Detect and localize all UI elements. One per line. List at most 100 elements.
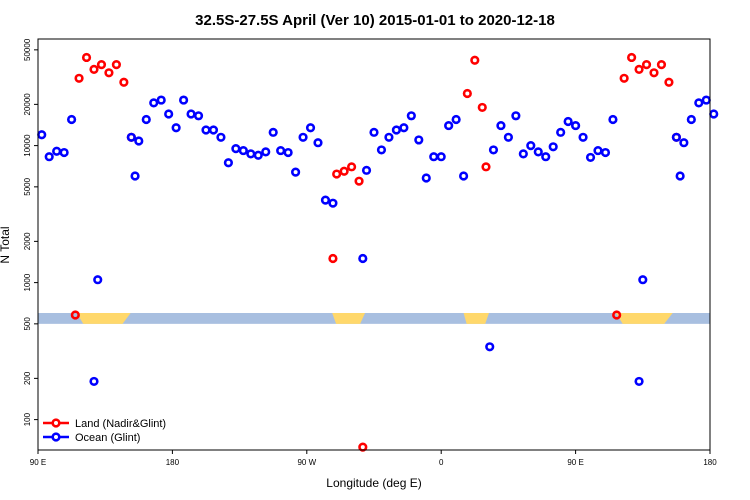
ocean-point xyxy=(164,109,174,119)
land-point xyxy=(339,166,349,176)
ocean-point xyxy=(171,123,181,133)
ocean-point xyxy=(671,132,682,142)
legend-land-label: Land (Nadir&Glint) xyxy=(75,418,166,430)
ocean-point xyxy=(384,132,394,142)
x-axis-label: Longitude (deg E) xyxy=(326,476,421,490)
map-strip-land xyxy=(332,313,366,324)
ocean-point xyxy=(533,147,543,157)
ocean-point xyxy=(701,95,711,105)
ocean-point xyxy=(231,144,241,154)
land-point xyxy=(664,77,674,87)
ocean-point xyxy=(600,147,611,158)
land-point xyxy=(347,162,357,172)
plot-area xyxy=(37,52,719,452)
y-axis-label: N Total xyxy=(0,226,12,263)
ocean-point xyxy=(421,173,431,183)
ocean-point xyxy=(548,142,558,152)
y-tick-label: 10000 xyxy=(23,134,32,157)
land-point xyxy=(612,310,622,320)
ocean-point xyxy=(276,145,286,156)
chart-title: 32.5S-27.5S April (Ver 10) 2015-01-01 to… xyxy=(195,12,555,29)
land-point xyxy=(89,64,99,74)
ocean-point xyxy=(261,147,271,157)
ocean-point xyxy=(238,145,248,156)
y-tick-label: 50000 xyxy=(23,38,32,61)
ocean-point xyxy=(709,109,719,119)
ocean-point xyxy=(675,171,685,181)
land-point xyxy=(332,169,342,179)
plot-frame xyxy=(37,38,711,451)
ocean-point xyxy=(179,95,189,105)
ocean-point xyxy=(44,152,54,162)
land-point xyxy=(649,68,659,78)
land-point xyxy=(104,68,114,78)
ocean-point xyxy=(37,130,47,140)
ocean-point xyxy=(291,167,301,177)
land-point xyxy=(74,73,84,83)
ocean-point xyxy=(320,195,331,205)
ocean-point xyxy=(511,111,521,121)
ocean-point xyxy=(556,127,566,137)
ocean-point xyxy=(313,138,323,148)
ocean-point xyxy=(361,165,372,175)
map-strip-land xyxy=(463,313,489,324)
ocean-point xyxy=(391,125,402,135)
ocean-point xyxy=(429,152,439,162)
ocean-point xyxy=(485,342,495,352)
ocean-point xyxy=(268,127,278,137)
ocean-point xyxy=(298,132,308,142)
y-tick-label: 100 xyxy=(23,412,32,426)
ocean-point xyxy=(59,147,69,158)
ocean-point xyxy=(52,146,62,156)
ocean-point xyxy=(208,125,219,135)
ocean-point xyxy=(399,123,409,133)
land-point xyxy=(470,55,480,65)
ocean-point xyxy=(156,95,166,105)
ocean-point xyxy=(93,275,103,285)
axes: 90 E 180 90 W 0 90 E 180 100 200 500 1000 2000 5000… xyxy=(23,38,717,467)
y-tick-label: 1000 xyxy=(23,273,32,291)
ocean-point xyxy=(223,158,233,168)
ocean-point xyxy=(638,275,648,285)
ocean-point xyxy=(503,132,514,142)
map-strip-ocean xyxy=(38,313,710,324)
ocean-point xyxy=(149,98,159,108)
ocean-point xyxy=(246,149,256,159)
land-point xyxy=(481,162,491,172)
ocean-point xyxy=(305,123,316,133)
ocean-point xyxy=(141,114,151,125)
ocean-point xyxy=(126,132,136,142)
ocean-point xyxy=(570,120,581,131)
legend: Land (Nadir&Glint) Ocean (Glint) xyxy=(43,418,166,444)
ocean-point xyxy=(634,376,644,387)
map-strip-land xyxy=(615,313,673,324)
ocean-point xyxy=(541,152,551,162)
ocean-point xyxy=(376,145,387,155)
land-point xyxy=(462,88,472,99)
ocean-point xyxy=(193,111,204,121)
ocean-point xyxy=(201,125,211,135)
ocean-point xyxy=(186,109,196,119)
y-tick-label: 500 xyxy=(23,317,32,331)
ocean-point xyxy=(518,149,528,159)
ocean-point xyxy=(436,152,446,162)
land-point xyxy=(81,52,92,63)
ocean-point xyxy=(488,145,499,155)
y-tick-label: 2000 xyxy=(23,232,32,250)
land-point xyxy=(656,60,667,70)
land-point xyxy=(634,64,644,74)
ocean-point xyxy=(130,171,140,181)
x-tick-label: 90 W xyxy=(297,458,316,467)
ocean-point xyxy=(593,145,603,156)
land-point xyxy=(70,310,80,320)
land-point xyxy=(119,77,129,87)
x-tick-label: 90 E xyxy=(567,458,583,467)
ocean-point xyxy=(679,138,689,148)
ocean-point xyxy=(563,116,573,127)
ocean-point xyxy=(608,114,618,125)
land-point xyxy=(619,73,629,83)
ocean-point xyxy=(369,127,379,137)
ocean-point xyxy=(89,376,99,387)
land-point xyxy=(354,176,364,186)
